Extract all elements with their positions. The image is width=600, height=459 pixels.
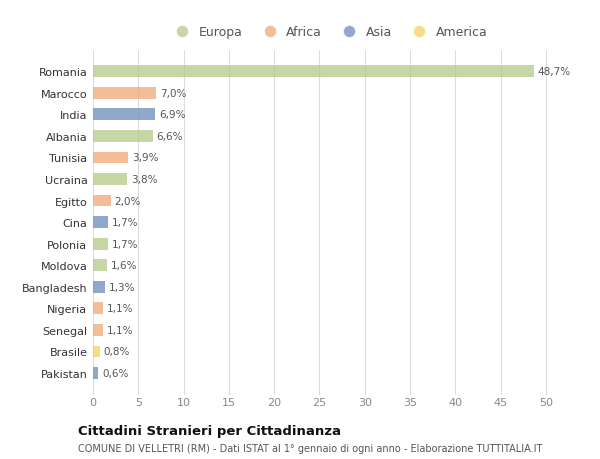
- Bar: [93, 281, 105, 293]
- Text: 3,8%: 3,8%: [131, 174, 158, 185]
- Text: 1,3%: 1,3%: [109, 282, 135, 292]
- Bar: [93, 217, 109, 229]
- Bar: [93, 195, 111, 207]
- Bar: [93, 303, 103, 314]
- Bar: [93, 66, 534, 78]
- Text: 1,7%: 1,7%: [112, 218, 139, 228]
- Text: 7,0%: 7,0%: [160, 89, 187, 99]
- Text: 1,1%: 1,1%: [107, 304, 133, 313]
- Bar: [93, 88, 157, 100]
- Bar: [93, 260, 107, 272]
- Bar: [93, 174, 127, 185]
- Text: 0,6%: 0,6%: [102, 368, 128, 378]
- Text: 1,7%: 1,7%: [112, 239, 139, 249]
- Text: Cittadini Stranieri per Cittadinanza: Cittadini Stranieri per Cittadinanza: [78, 424, 341, 437]
- Text: COMUNE DI VELLETRI (RM) - Dati ISTAT al 1° gennaio di ogni anno - Elaborazione T: COMUNE DI VELLETRI (RM) - Dati ISTAT al …: [78, 443, 542, 453]
- Text: 3,9%: 3,9%: [132, 153, 158, 163]
- Text: 0,8%: 0,8%: [104, 347, 130, 357]
- Text: 1,1%: 1,1%: [107, 325, 133, 335]
- Bar: [93, 131, 153, 142]
- Text: 2,0%: 2,0%: [115, 196, 141, 206]
- Bar: [93, 367, 98, 379]
- Text: 1,6%: 1,6%: [111, 261, 137, 271]
- Legend: Europa, Africa, Asia, America: Europa, Africa, Asia, America: [166, 22, 491, 43]
- Bar: [93, 346, 100, 358]
- Text: 6,9%: 6,9%: [159, 110, 185, 120]
- Bar: [93, 152, 128, 164]
- Text: 48,7%: 48,7%: [538, 67, 571, 77]
- Bar: [93, 324, 103, 336]
- Bar: [93, 109, 155, 121]
- Text: 6,6%: 6,6%: [157, 132, 183, 141]
- Bar: [93, 238, 109, 250]
